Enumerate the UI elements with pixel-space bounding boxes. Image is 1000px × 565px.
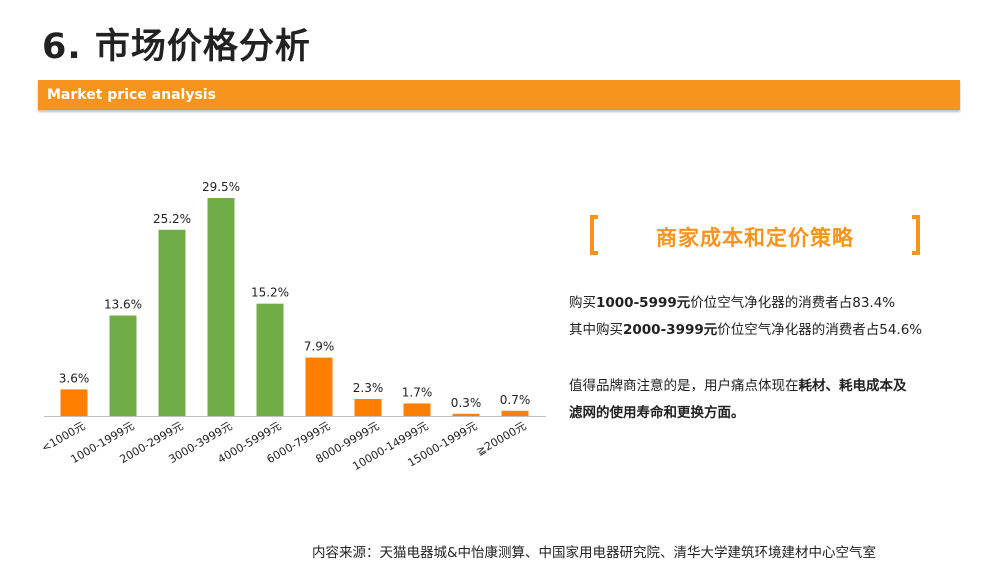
panel-title: 商家成本和定价策略: [656, 226, 854, 250]
data-label: 7.9%: [304, 340, 335, 354]
stat-line-1-pre: 购买: [569, 295, 596, 311]
insight-line-2-bold: 滤网的使用寿命和更换方面。: [569, 405, 745, 421]
category-label: ≧20000元: [474, 419, 528, 458]
bar: [158, 229, 186, 416]
stat-line-2-pre: 其中购买: [569, 322, 623, 338]
bar: [501, 410, 529, 416]
bar: [403, 403, 431, 416]
source-note: 内容来源：天猫电器城&中怡康测算、中国家用电器研究院、清华大学建筑环境建材中心空…: [312, 545, 877, 561]
bar: [60, 389, 88, 416]
right-bracket: [912, 215, 920, 255]
data-label: 25.2%: [153, 212, 191, 226]
stat-line-1-bold: 1000-5999元: [596, 295, 691, 311]
data-label: 0.7%: [500, 393, 531, 407]
bar: [109, 315, 137, 416]
data-label: 3.6%: [59, 371, 90, 385]
stat-line-2-post: 价位空气净化器的消费者占54.6%: [717, 322, 923, 338]
stat-line-1: 购买1000-5999元价位空气净化器的消费者占83.4%: [569, 291, 895, 311]
insight-line-1-pre: 值得品牌商注意的是，用户痛点体现在: [569, 378, 799, 394]
data-label: 15.2%: [251, 286, 289, 300]
page-title: 6. 市场价格分析: [42, 27, 311, 67]
subtitle-text: Market price analysis: [47, 87, 216, 103]
data-label: 0.3%: [451, 396, 482, 410]
bar: [354, 399, 382, 416]
insight-line-1-bold: 耗材、耗电成本及: [798, 378, 907, 394]
stat-line-1-post: 价位空气净化器的消费者占83.4%: [690, 295, 896, 311]
bar: [305, 357, 333, 416]
data-label: 29.5%: [202, 180, 240, 194]
left-bracket: [590, 215, 598, 255]
subtitle-banner: Market price analysis: [38, 80, 960, 110]
data-label: 2.3%: [353, 381, 384, 395]
stat-line-2-bold: 2000-3999元: [623, 322, 718, 338]
bar: [452, 413, 480, 416]
stat-line-2: 其中购买2000-3999元价位空气净化器的消费者占54.6%: [569, 318, 922, 338]
bar: [256, 303, 284, 416]
data-label: 13.6%: [104, 297, 142, 311]
insight-line-1: 值得品牌商注意的是，用户痛点体现在耗材、耗电成本及: [569, 374, 907, 394]
insight-line-2: 滤网的使用寿命和更换方面。: [569, 401, 745, 421]
data-label: 1.7%: [402, 385, 433, 399]
bar: [207, 198, 235, 416]
